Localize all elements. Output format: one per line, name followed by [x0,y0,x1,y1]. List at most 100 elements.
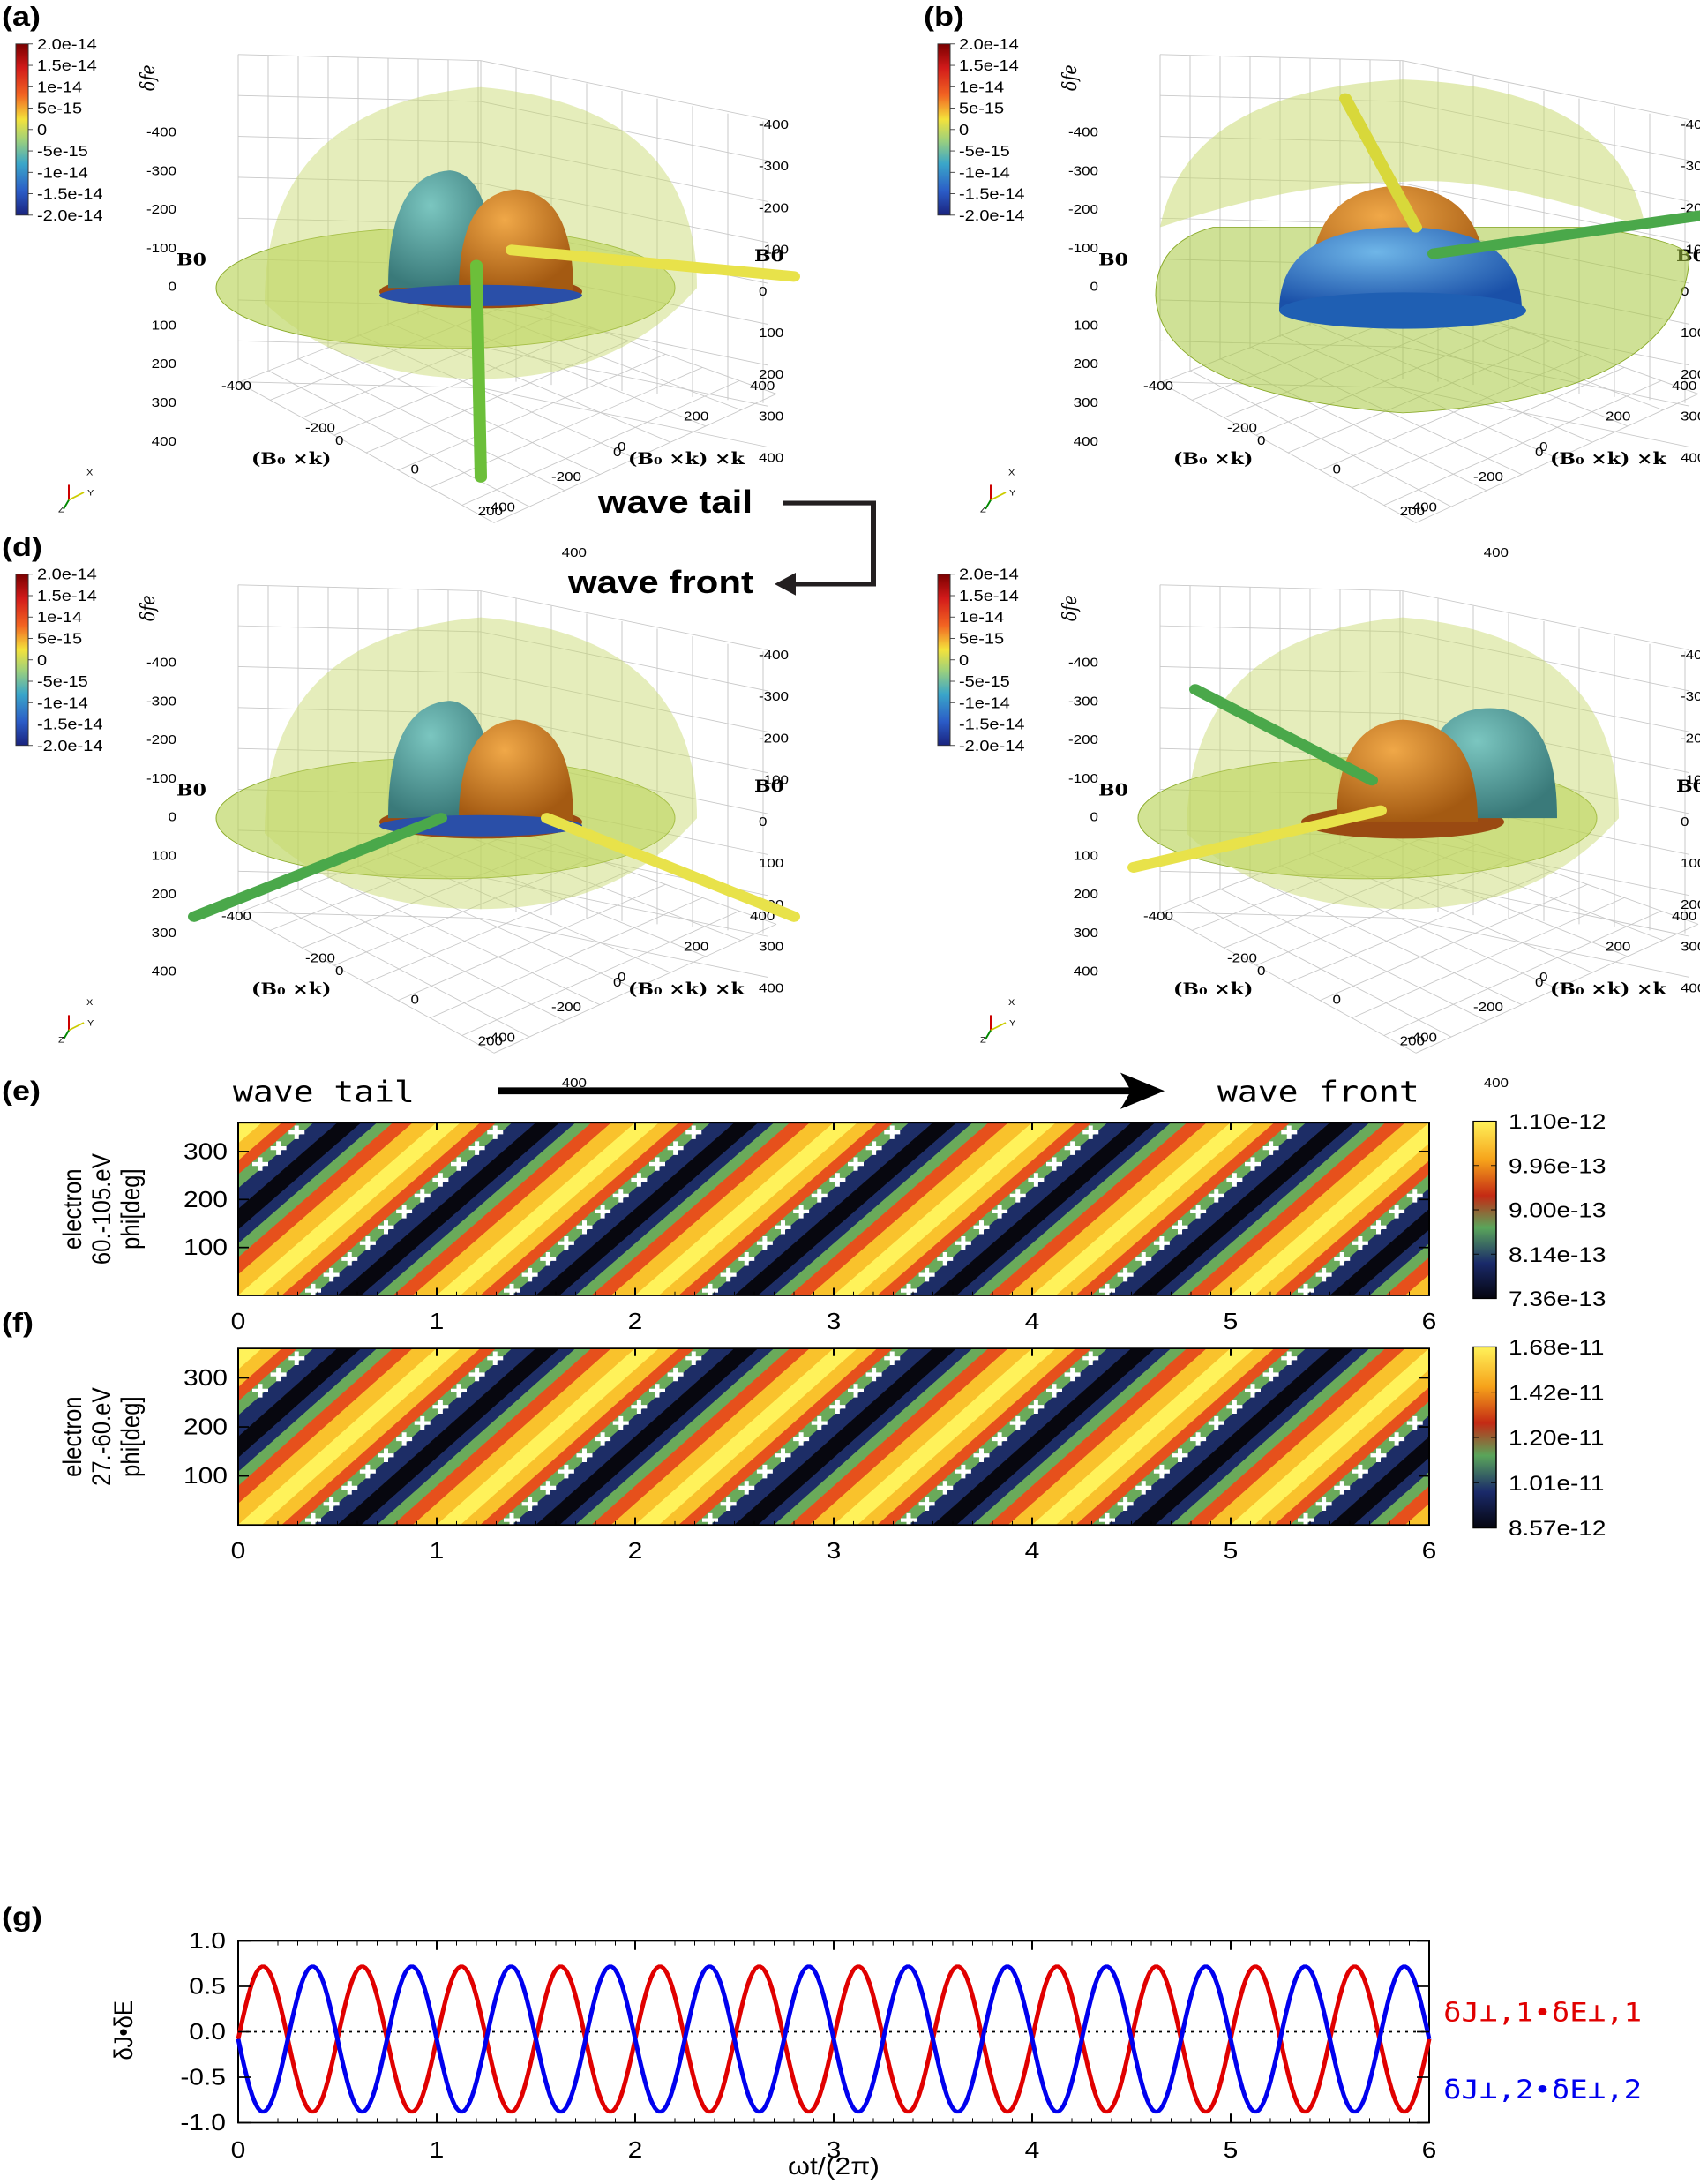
vert-axis-tick-right: 300 [759,409,784,424]
heatmap-marker [1009,1189,1026,1203]
heatmap-marker [432,1173,449,1187]
heatmap-stripe [658,1348,878,1526]
heatmap-marker [341,1251,358,1266]
heatmap-marker [1370,1220,1387,1235]
x-tick-label: 2 [628,2137,643,2163]
colorbar-tick-label: -5e-15 [959,672,1010,689]
floor-tick-right: 0 [618,440,626,454]
heatmap-stripe [1404,1274,1429,1296]
heatmap-marker [775,1448,791,1462]
vert-axis-tick-right: 0 [1681,815,1689,829]
colorbar-tick-label: 1.01e-11 [1509,1471,1604,1496]
y-tick-label: -0.5 [180,2065,226,2090]
heatmap-stripe [591,1122,811,1296]
colorbar-tick-label: 2.0e-14 [959,35,1019,52]
heatmap-stripe [460,1122,679,1296]
triad-z [985,1030,992,1040]
heatmap-marker [992,1432,1008,1446]
series-legend-label: δJ⊥,2•δE⊥,2 [1443,2075,1642,2105]
colorbar-tick-label: -1e-14 [37,164,88,181]
heatmap-marker [1334,1481,1351,1495]
heatmap-marker [1315,1497,1332,1511]
floor-tick-left: 200 [1400,1035,1426,1049]
heatmap-f [238,1348,1700,1526]
heatmap-marker [1190,1432,1207,1446]
floor-axis-title-left: (B₀ ×k) [251,979,331,999]
vert-axis-tick-right: -300 [1681,690,1700,704]
isosurface-colorbar [15,43,29,216]
vert-axis-tick-right: -200 [759,201,789,215]
heatmap-stripe [1329,1436,1429,1526]
heatmap-marker [1406,1189,1423,1203]
heatmap-stripe [1688,1348,1700,1525]
vert-axis-tick-right: 400 [1681,452,1700,466]
y-tick-label: 100 [183,1463,228,1489]
heatmap-marker [720,1267,737,1282]
colorbar-tick-label: 5e-15 [37,630,82,647]
heatmap-stripe [1369,1243,1429,1296]
heatmap-marker [1389,1205,1405,1219]
triad-z [63,1030,70,1040]
isosurface-lobes [379,701,582,839]
colorbar-f: 1.68e-11 1.42e-11 1.20e-11 1.01e-11 8.57e-12 [1472,1335,1606,1541]
heatmap-stripe [1007,1348,1232,1526]
y-tick-label: 1.0 [189,1928,226,1954]
heatmap-marker [865,1367,882,1382]
x-axis-label: ωt/(2π) [788,2153,880,2180]
triad-y [990,492,1007,501]
field-rod [470,259,487,483]
heatmap-marker [1172,1448,1188,1462]
heatmap-marker [396,1432,413,1446]
heatmap-marker [270,1367,287,1382]
vert-axis-tick-left: -200 [1068,203,1098,217]
heatmap-stripe [261,1348,481,1526]
heatmap-stripe [790,1348,1009,1526]
vert-axis-tick-left: 100 [152,319,177,333]
colorbar-tick-label: 0 [37,651,47,668]
isosurface-lobes [1301,708,1557,839]
vert-axis-tick-left: -200 [146,733,176,747]
lobe-orange [459,189,573,292]
vert-axis-tick-left: 300 [1074,396,1099,410]
vert-axis-tick-left: -400 [146,126,176,140]
colorbar-tick-label: 1.20e-11 [1509,1425,1604,1450]
heatmap-stripe [610,1348,835,1526]
heatmap-stripe [1369,1471,1429,1526]
colorbar-tick-label: -1e-14 [959,164,1010,181]
floor-tick-left: -400 [221,910,251,924]
panel-label-g: (g) [2,1903,42,1933]
series-line [236,1964,1432,2114]
heatmap-stripe [460,1348,679,1526]
wave-tail-header: wave tail [233,1076,415,1109]
heatmap-stripe [412,1122,636,1296]
colorbar-tick-label: 1.68e-11 [1509,1335,1604,1360]
heatmap-stripe [972,1122,1187,1296]
b0-axis-title-left: B0 [1098,250,1128,269]
floor-origin-tick-left: 0 [335,434,344,448]
heatmap-stripe [1290,1400,1429,1526]
heatmap-marker [576,1220,593,1235]
heatmap-stripe [575,1348,790,1526]
heatmap-marker [848,1157,864,1171]
colorbar-tick-label: -5e-15 [37,672,88,689]
orientation-triad: X Y Z [980,999,1016,1045]
triad-y-label: Y [1009,1019,1016,1028]
triad-x-label: X [1008,469,1015,477]
vert-axis-tick-left: -400 [1068,657,1098,671]
vert-axis-tick-right: -400 [759,649,789,663]
heatmap-panel-e: (e) wave tail wave front 0 1 2 3 4 5 6 300 200 10… [2,1072,1606,1334]
floor-axis-title-right: (B₀ ×k) ×k [1550,449,1667,469]
triad-y [990,1022,1007,1032]
x-tick-label: 3 [827,1538,842,1564]
floor-tick-left: -400 [1143,379,1173,394]
heatmap-stripe [956,1122,1172,1296]
field-rod [1339,93,1422,233]
heatmap-marker [1389,1432,1405,1446]
x-tick-label: 0 [231,1309,246,1334]
floor-tick-right: 0 [1539,971,1548,985]
heatmap-stripe [281,1122,497,1296]
field-rod [541,813,800,922]
wave-front-label: wave front [567,566,753,601]
floor-tick-left: 400 [562,546,588,560]
vert-axis-tick-left: 100 [152,849,177,863]
